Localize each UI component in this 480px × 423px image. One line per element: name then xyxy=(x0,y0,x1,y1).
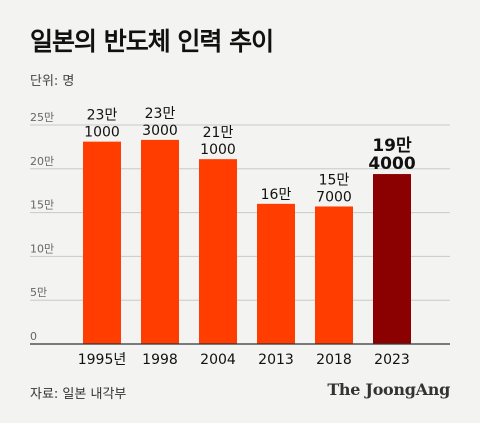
bar-value-label: 4000 xyxy=(368,154,415,174)
bar xyxy=(257,203,295,344)
y-tick-label: 10만 xyxy=(30,242,54,255)
bar xyxy=(83,141,121,344)
x-category-label: 2013 xyxy=(258,352,294,368)
bar-value-label: 21만 xyxy=(203,125,234,141)
y-tick-label: 20만 xyxy=(30,155,54,168)
bar-value-label: 7000 xyxy=(316,189,352,205)
bar xyxy=(199,159,237,344)
bar-value-label: 1000 xyxy=(84,125,120,141)
bar-value-label: 23만 xyxy=(145,106,176,122)
y-tick-label: 0 xyxy=(30,330,37,343)
bar xyxy=(373,174,411,344)
bar xyxy=(141,139,179,344)
chart-title: 일본의 반도체 인력 추이 xyxy=(30,27,274,56)
bar xyxy=(315,206,353,344)
bar-value-label: 3000 xyxy=(142,123,178,139)
bar-value-label: 15만 xyxy=(319,172,350,188)
publisher-logo: The JoongAng xyxy=(327,380,450,399)
x-category-label: 2004 xyxy=(200,352,236,368)
source-note: 자료: 일본 내각부 xyxy=(30,387,127,402)
bar-value-label: 16만 xyxy=(261,187,292,203)
y-tick-label: 25만 xyxy=(30,111,54,124)
y-tick-label: 5만 xyxy=(30,286,47,299)
unit-label: 단위: 명 xyxy=(30,74,75,89)
bar-value-label: 1000 xyxy=(200,142,236,158)
x-category-label: 2018 xyxy=(316,352,352,368)
bar-value-label: 23만 xyxy=(87,108,118,124)
x-category-label: 1995년 xyxy=(78,352,127,368)
y-tick-label: 15만 xyxy=(30,199,54,212)
bar-value-label: 19만 xyxy=(372,136,412,156)
x-category-label: 2023 xyxy=(374,352,410,368)
x-category-label: 1998 xyxy=(142,352,178,368)
